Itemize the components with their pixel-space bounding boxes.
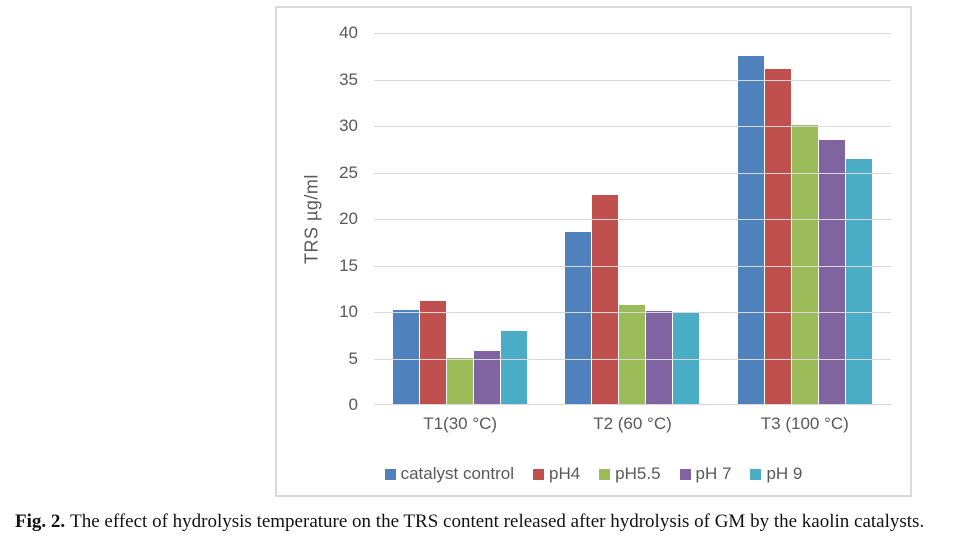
x-category-label-1: T1(30 °C) bbox=[423, 414, 498, 433]
bar-pH5.5-group1 bbox=[447, 357, 474, 404]
legend-swatch-icon bbox=[750, 468, 762, 480]
legend-label: pH5.5 bbox=[615, 464, 661, 483]
y-tick-label-15: 15 bbox=[339, 255, 358, 275]
bar-group-3 bbox=[737, 33, 872, 404]
chart-frame: TRS µg/ml 0 5 10 15 20 25 30 35 40 T1(30 °C) T2 (… bbox=[275, 6, 912, 497]
legend-swatch-icon bbox=[384, 468, 396, 480]
legend-swatch-icon bbox=[679, 468, 691, 480]
bar-group-1 bbox=[393, 33, 528, 404]
bar-pH-7-group1 bbox=[474, 351, 501, 404]
y-tick-label-0: 0 bbox=[348, 395, 358, 414]
legend-label: pH 7 bbox=[695, 464, 732, 483]
y-tick-label-10: 10 bbox=[339, 302, 358, 321]
x-category-label-2: T2 (60 °C) bbox=[593, 414, 672, 433]
gridline-35 bbox=[374, 79, 891, 81]
legend-item-pH5.5: pH5.5 bbox=[599, 464, 661, 484]
figure-caption-label: Fig. 2. bbox=[15, 511, 66, 532]
gridline-15 bbox=[374, 265, 891, 267]
bar-pH-7-group3 bbox=[818, 139, 845, 404]
legend-item-catalyst-control: catalyst control bbox=[384, 464, 514, 484]
y-axis-tick-labels: 0 5 10 15 20 25 30 35 40 bbox=[277, 23, 358, 414]
bar-groups bbox=[374, 33, 891, 404]
legend-swatch-icon bbox=[599, 468, 611, 480]
gridline-25 bbox=[374, 172, 891, 174]
bar-catalyst-control-group3 bbox=[737, 56, 764, 404]
bar-catalyst-control-group1 bbox=[393, 310, 420, 404]
gridline-40 bbox=[374, 33, 891, 34]
y-tick-label-40: 40 bbox=[339, 23, 358, 42]
figure-caption: Fig. 2. The effect of hydrolysis temperat… bbox=[15, 509, 955, 535]
bar-catalyst-control-group2 bbox=[565, 231, 592, 404]
x-category-label-3: T3 (100 °C) bbox=[760, 414, 849, 433]
gridline-10 bbox=[374, 312, 891, 313]
legend-item-pH4: pH4 bbox=[532, 464, 581, 484]
bar-pH5.5-group2 bbox=[619, 304, 646, 404]
bar-group-2 bbox=[565, 33, 700, 404]
gridline-20 bbox=[374, 219, 891, 220]
y-tick-label-25: 25 bbox=[339, 162, 358, 182]
y-tick-label-20: 20 bbox=[339, 209, 358, 228]
y-tick-label-30: 30 bbox=[339, 116, 358, 135]
bar-pH4-group2 bbox=[592, 194, 619, 404]
bar-pH-9-group3 bbox=[845, 159, 872, 404]
bar-pH-9-group1 bbox=[501, 330, 528, 404]
y-tick-label-35: 35 bbox=[339, 69, 358, 89]
figure-caption-text: The effect of hydrolysis temperature on … bbox=[70, 511, 925, 532]
chart-legend: catalyst control pH4 pH5.5 pH 7 pH 9 bbox=[277, 464, 910, 484]
y-tick-label-5: 5 bbox=[348, 348, 358, 368]
x-axis-category-labels: T1(30 °C) T2 (60 °C) T3 (100 °C) bbox=[374, 414, 891, 434]
bar-pH-7-group2 bbox=[646, 311, 673, 404]
gridline-5 bbox=[374, 358, 891, 360]
gridline-30 bbox=[374, 126, 891, 127]
legend-label: pH4 bbox=[548, 464, 581, 483]
plot-area bbox=[374, 33, 891, 405]
legend-item-pH-9: pH 9 bbox=[750, 464, 802, 484]
legend-swatch-icon bbox=[532, 468, 544, 480]
legend-label: pH 9 bbox=[766, 464, 803, 483]
bar-pH4-group3 bbox=[764, 69, 791, 404]
bar-pH-9-group2 bbox=[673, 312, 700, 404]
legend-label: catalyst control bbox=[400, 464, 514, 483]
bar-pH4-group1 bbox=[420, 300, 447, 404]
bar-pH5.5-group3 bbox=[791, 125, 818, 404]
legend-item-pH-7: pH 7 bbox=[679, 464, 732, 484]
